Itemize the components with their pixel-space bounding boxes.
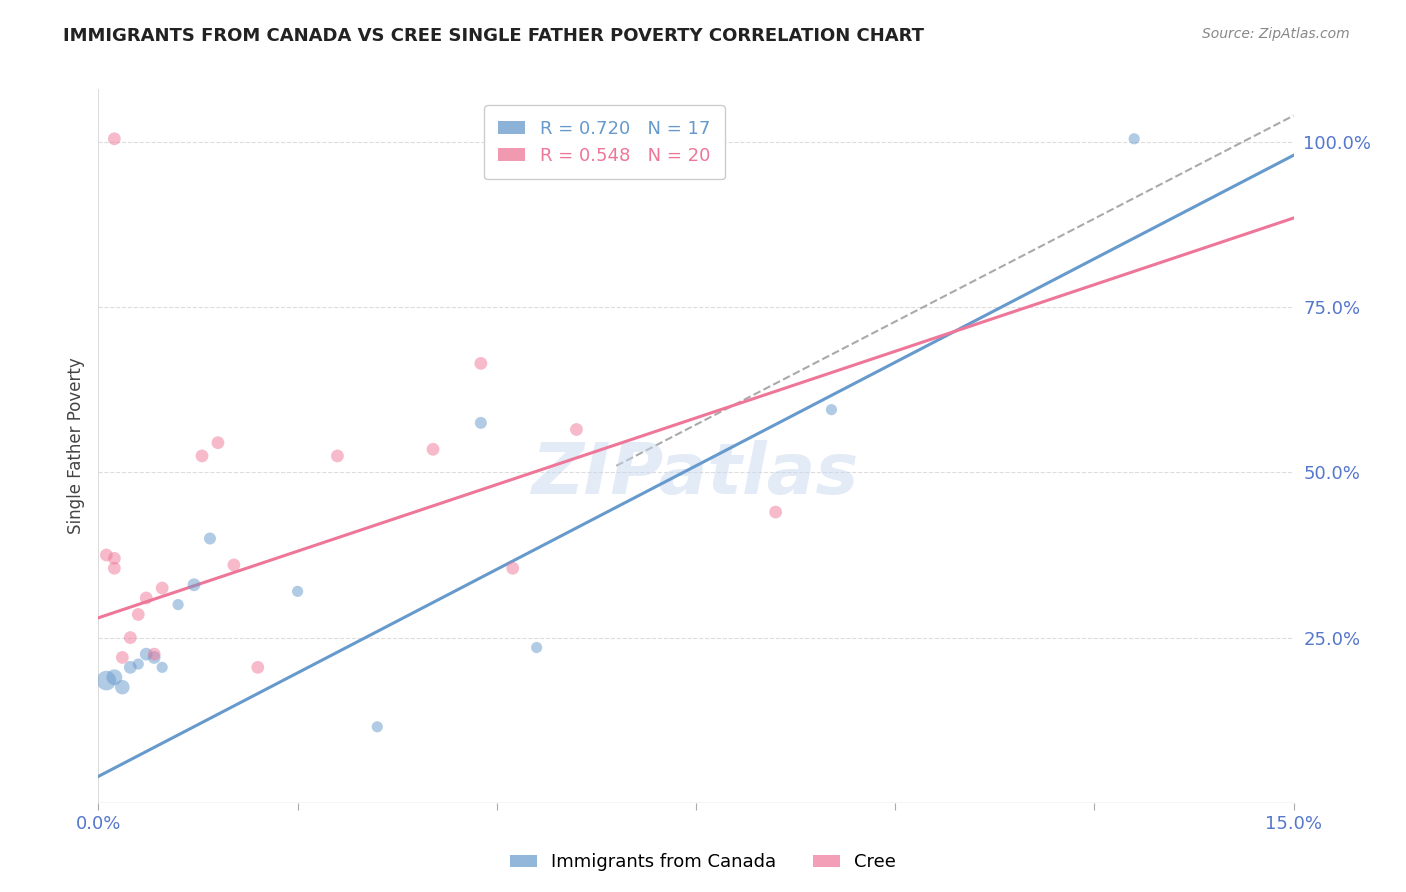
Point bbox=[135, 647, 157, 661]
Text: ZIPatlas: ZIPatlas bbox=[533, 440, 859, 509]
Point bbox=[366, 720, 388, 734]
Point bbox=[565, 422, 588, 436]
Legend: R = 0.720   N = 17, R = 0.548   N = 20: R = 0.720 N = 17, R = 0.548 N = 20 bbox=[484, 105, 724, 179]
Point bbox=[502, 561, 524, 575]
Point bbox=[167, 598, 190, 612]
Point bbox=[198, 532, 221, 546]
Point bbox=[127, 607, 149, 622]
Point bbox=[526, 640, 548, 655]
Point bbox=[135, 591, 157, 605]
Text: Source: ZipAtlas.com: Source: ZipAtlas.com bbox=[1202, 27, 1350, 41]
Point bbox=[143, 650, 166, 665]
Point bbox=[150, 660, 173, 674]
Point bbox=[111, 680, 134, 694]
Point bbox=[422, 442, 444, 457]
Point bbox=[127, 657, 149, 671]
Point bbox=[246, 660, 269, 674]
Point bbox=[326, 449, 349, 463]
Point bbox=[820, 402, 842, 417]
Point bbox=[222, 558, 245, 572]
Point bbox=[103, 551, 125, 566]
Legend: Immigrants from Canada, Cree: Immigrants from Canada, Cree bbox=[503, 847, 903, 879]
Point bbox=[1123, 132, 1146, 146]
Point bbox=[183, 578, 205, 592]
Point bbox=[470, 356, 492, 370]
Point bbox=[111, 650, 134, 665]
Text: IMMIGRANTS FROM CANADA VS CREE SINGLE FATHER POVERTY CORRELATION CHART: IMMIGRANTS FROM CANADA VS CREE SINGLE FA… bbox=[63, 27, 924, 45]
Point bbox=[207, 435, 229, 450]
Point bbox=[103, 670, 125, 684]
Point bbox=[470, 416, 492, 430]
Point bbox=[120, 631, 142, 645]
Point bbox=[765, 505, 787, 519]
Y-axis label: Single Father Poverty: Single Father Poverty bbox=[66, 358, 84, 534]
Point bbox=[103, 561, 125, 575]
Point bbox=[143, 647, 166, 661]
Point bbox=[191, 449, 214, 463]
Point bbox=[96, 673, 118, 688]
Point bbox=[96, 548, 118, 562]
Point bbox=[103, 132, 125, 146]
Point bbox=[120, 660, 142, 674]
Point bbox=[287, 584, 309, 599]
Point bbox=[150, 581, 173, 595]
